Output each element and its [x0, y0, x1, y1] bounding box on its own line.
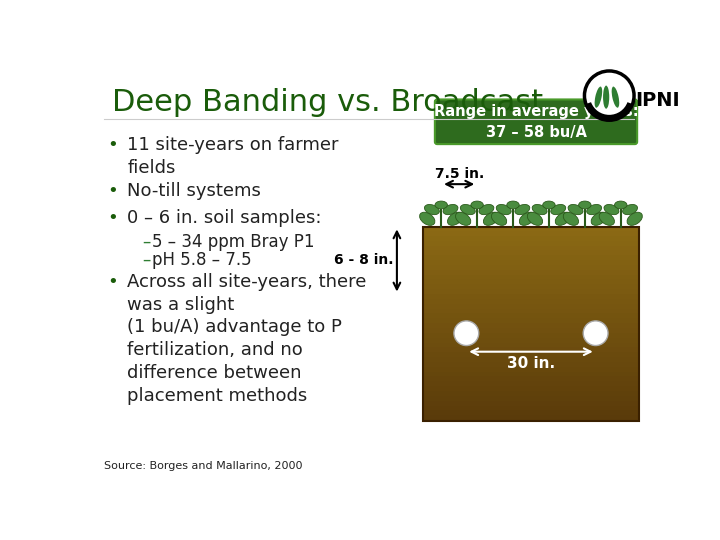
Text: 0 – 6 in. soil samples:: 0 – 6 in. soil samples:	[127, 209, 322, 227]
Text: •: •	[107, 273, 118, 291]
Bar	[423, 342, 639, 348]
Ellipse shape	[543, 201, 555, 209]
Ellipse shape	[627, 212, 642, 225]
Ellipse shape	[623, 205, 637, 214]
Bar	[423, 376, 639, 382]
Bar	[423, 415, 639, 421]
Bar	[423, 333, 639, 338]
Text: pH 5.8 – 7.5: pH 5.8 – 7.5	[152, 251, 251, 269]
Ellipse shape	[483, 212, 499, 225]
Text: •: •	[107, 209, 118, 227]
Wedge shape	[586, 102, 633, 120]
Bar	[423, 328, 639, 333]
Bar	[423, 226, 639, 421]
Text: •: •	[107, 136, 118, 154]
Ellipse shape	[425, 205, 439, 214]
Bar	[423, 260, 639, 265]
Bar	[423, 294, 639, 299]
Ellipse shape	[479, 205, 494, 214]
Ellipse shape	[555, 212, 570, 225]
Bar	[423, 386, 639, 391]
Ellipse shape	[579, 201, 591, 209]
Ellipse shape	[615, 201, 627, 209]
Ellipse shape	[507, 201, 519, 209]
Bar	[423, 270, 639, 275]
Ellipse shape	[612, 86, 619, 107]
Bar	[423, 241, 639, 246]
Ellipse shape	[599, 212, 614, 225]
Text: IPNI: IPNI	[636, 91, 680, 110]
Bar	[423, 265, 639, 270]
Bar	[423, 226, 639, 231]
Ellipse shape	[435, 201, 447, 209]
Bar	[423, 255, 639, 260]
Bar	[423, 352, 639, 357]
Ellipse shape	[443, 205, 458, 214]
Bar	[423, 410, 639, 416]
Ellipse shape	[568, 205, 583, 214]
Bar	[423, 285, 639, 289]
Bar	[423, 362, 639, 367]
Ellipse shape	[604, 205, 619, 214]
Text: –: –	[143, 233, 151, 251]
Circle shape	[583, 321, 608, 346]
Text: 5 – 34 ppm Bray P1: 5 – 34 ppm Bray P1	[152, 233, 315, 251]
Text: No-till systems: No-till systems	[127, 182, 261, 200]
Bar	[423, 391, 639, 396]
Ellipse shape	[460, 205, 475, 214]
Bar	[423, 357, 639, 362]
Bar	[423, 401, 639, 406]
Ellipse shape	[496, 205, 511, 214]
Text: Source: Borges and Mallarino, 2000: Source: Borges and Mallarino, 2000	[104, 461, 302, 471]
Text: Range in average yields:
37 – 58 bu/A: Range in average yields: 37 – 58 bu/A	[433, 104, 639, 140]
Bar	[423, 313, 639, 319]
Text: 7.5 in.: 7.5 in.	[435, 167, 484, 181]
Bar	[423, 299, 639, 304]
Bar	[423, 246, 639, 251]
Ellipse shape	[551, 205, 566, 214]
Circle shape	[454, 321, 479, 346]
Bar	[423, 280, 639, 285]
Bar	[423, 372, 639, 377]
Text: 30 in.: 30 in.	[507, 356, 555, 372]
Ellipse shape	[532, 205, 547, 214]
Circle shape	[585, 71, 634, 120]
Bar	[423, 275, 639, 280]
Bar	[423, 338, 639, 343]
Bar	[423, 289, 639, 294]
Bar	[423, 381, 639, 387]
Ellipse shape	[420, 212, 435, 225]
Bar	[423, 406, 639, 411]
Bar	[423, 347, 639, 353]
Ellipse shape	[515, 205, 530, 214]
Ellipse shape	[456, 212, 471, 225]
Bar	[423, 303, 639, 309]
Ellipse shape	[492, 212, 507, 225]
Text: 11 site-years on farmer
fields: 11 site-years on farmer fields	[127, 136, 338, 177]
Bar	[423, 367, 639, 372]
Text: •: •	[107, 182, 118, 200]
Ellipse shape	[471, 201, 483, 209]
Ellipse shape	[563, 212, 579, 225]
Text: Across all site-years, there
was a slight
(1 bu/A) advantage to P
fertilization,: Across all site-years, there was a sligh…	[127, 273, 366, 405]
Ellipse shape	[603, 85, 609, 109]
Ellipse shape	[527, 212, 543, 225]
Bar	[423, 231, 639, 236]
Bar	[423, 396, 639, 401]
Text: Deep Banding vs. Broadcast: Deep Banding vs. Broadcast	[112, 88, 543, 117]
Bar	[423, 236, 639, 241]
Text: 6 - 8 in.: 6 - 8 in.	[334, 253, 394, 267]
Bar	[423, 318, 639, 323]
Ellipse shape	[448, 212, 463, 225]
Ellipse shape	[519, 212, 535, 225]
Ellipse shape	[591, 212, 606, 225]
Bar	[423, 251, 639, 255]
Ellipse shape	[587, 205, 602, 214]
Bar	[423, 308, 639, 314]
Bar	[423, 323, 639, 328]
Ellipse shape	[595, 86, 602, 107]
Text: –: –	[143, 251, 151, 269]
FancyBboxPatch shape	[435, 99, 637, 144]
